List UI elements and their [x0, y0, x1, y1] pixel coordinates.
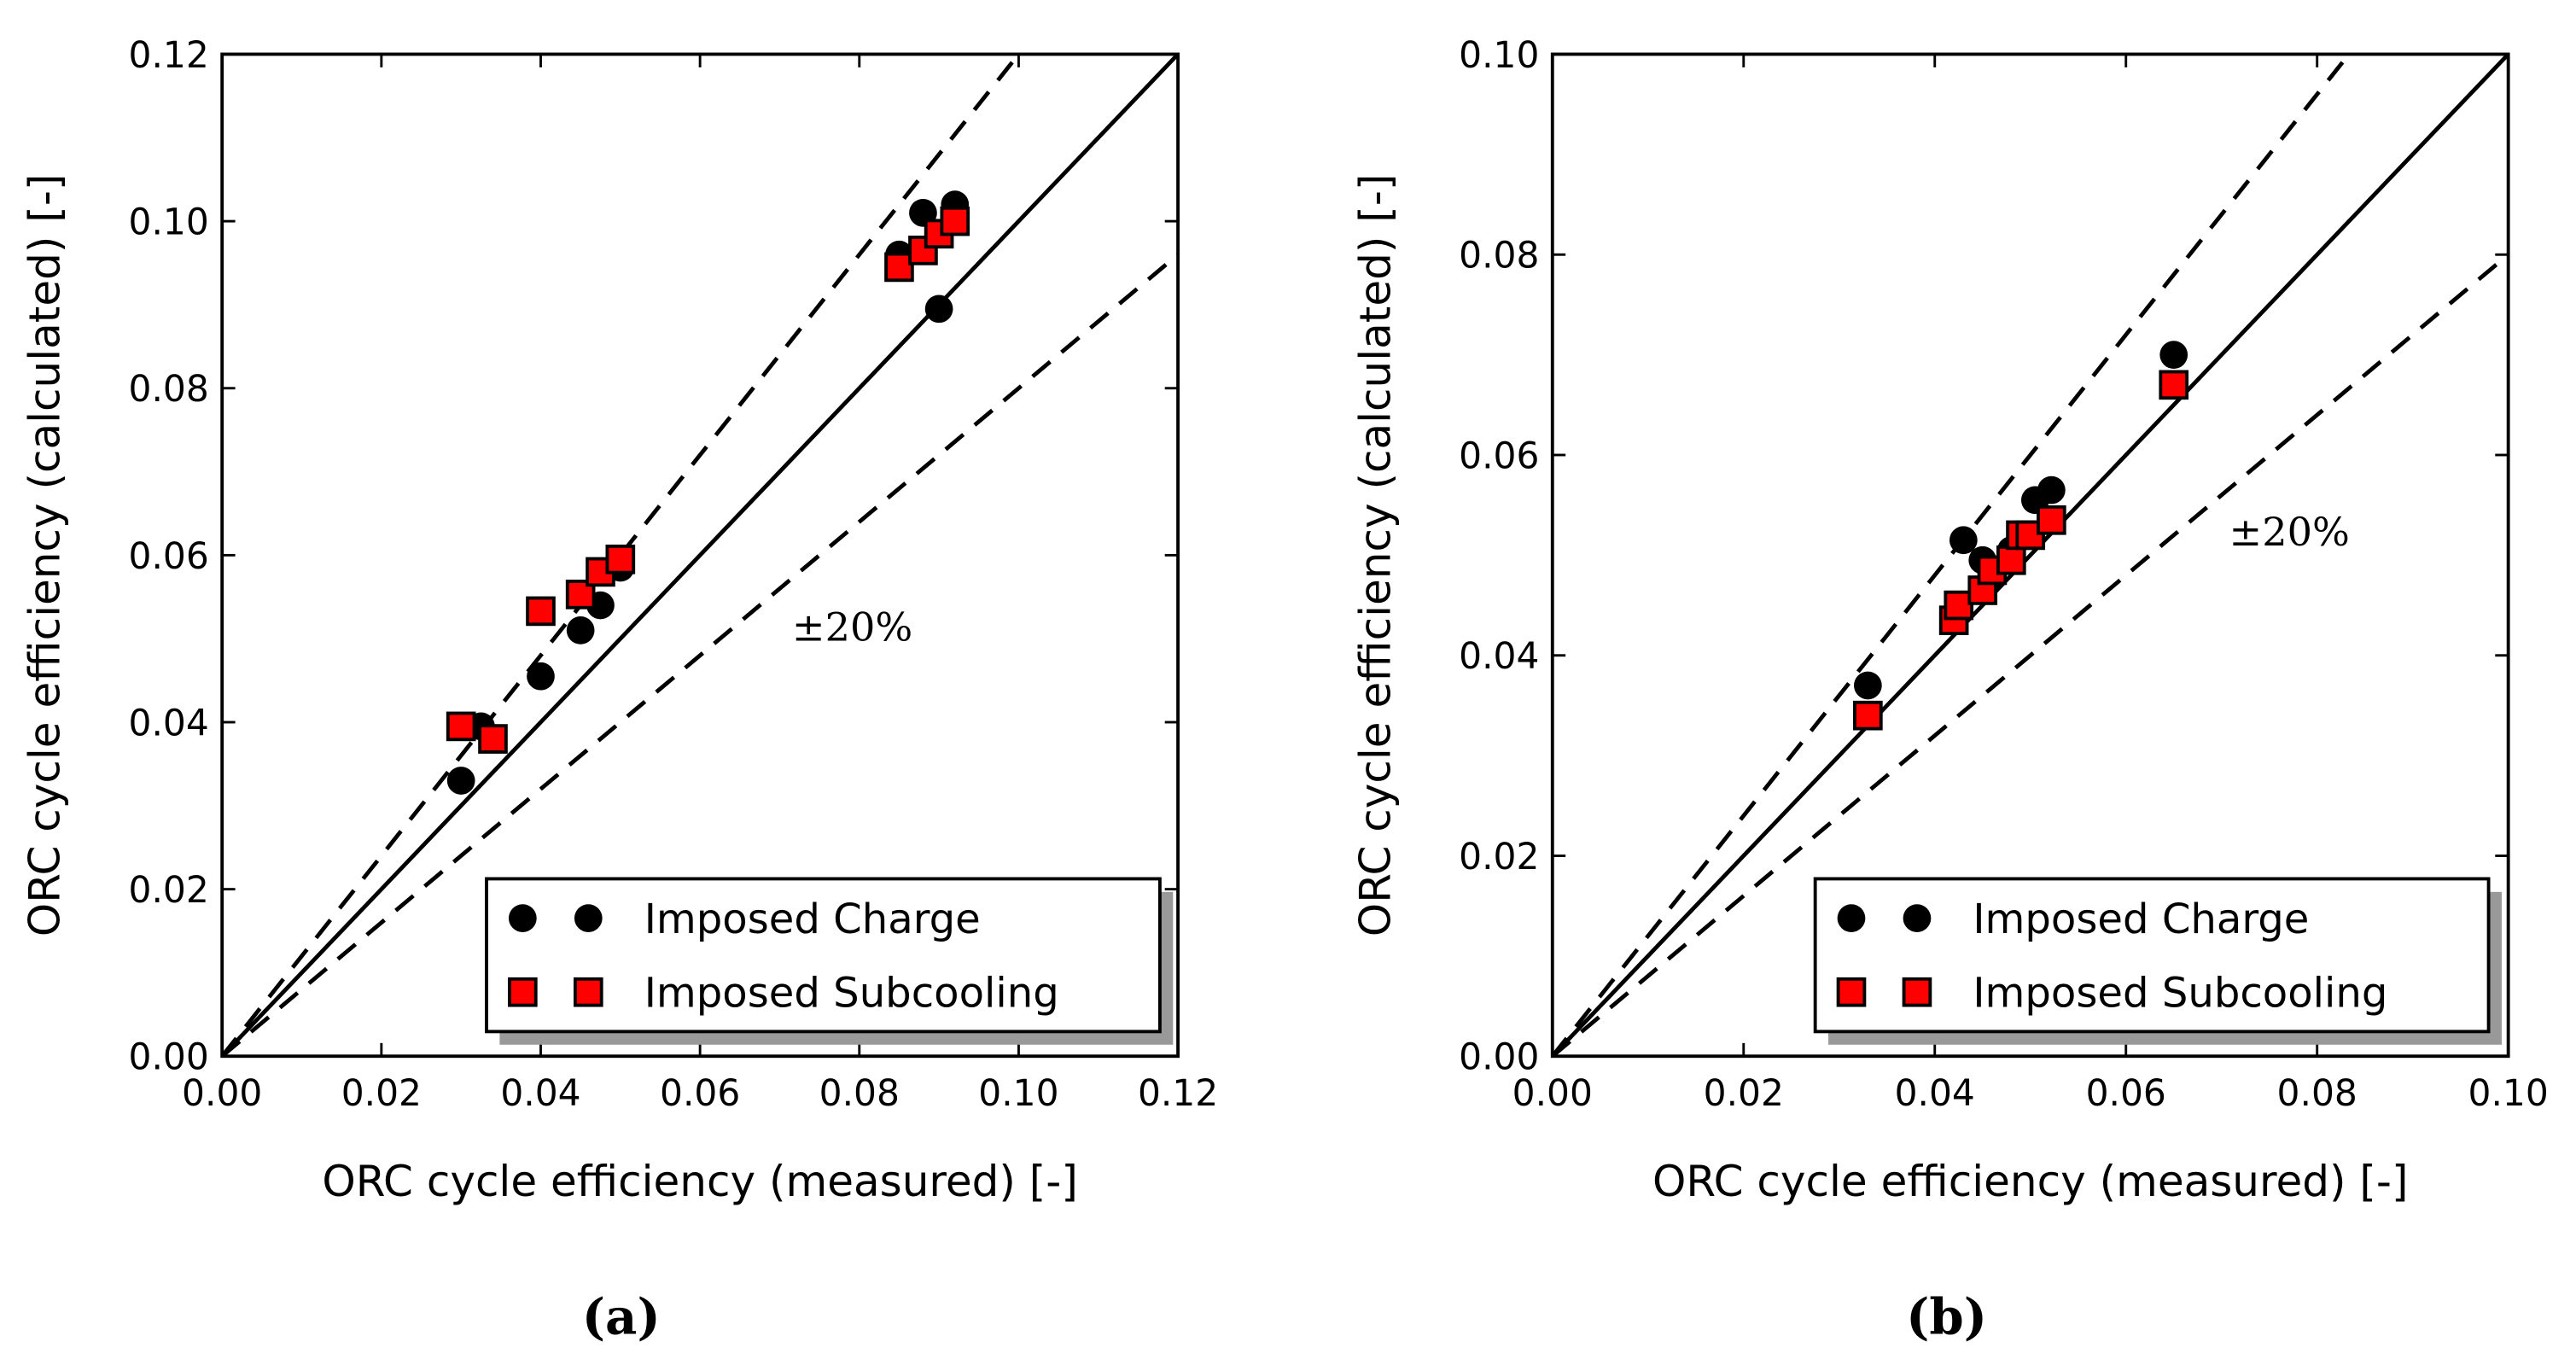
reference-lines	[222, 54, 1179, 1057]
legend-marker-circle	[1903, 904, 1932, 932]
plot-frame	[220, 52, 1180, 1059]
y-tick-label: 0.02	[1459, 836, 1539, 878]
point-imposed-subcooling	[1996, 545, 2026, 575]
x-tick-label: 0.04	[1895, 1072, 1975, 1114]
x-tick-label: 0.08	[819, 1072, 900, 1114]
legend-label: Imposed Charge	[644, 895, 981, 943]
y-tick-label: 0.12	[129, 34, 209, 76]
y-tick-label: 0.10	[1459, 34, 1539, 76]
point-imposed-subcooling	[1944, 590, 1974, 621]
plot-frame	[1550, 52, 2510, 1059]
x-tick-label: 0.02	[341, 1072, 422, 1114]
panel-b: ORC cycle efficiency (measured) [-] ORC …	[1350, 34, 2549, 1346]
x-tick-label: 0.10	[2468, 1072, 2549, 1114]
panel-label: (b)	[1906, 1287, 1987, 1345]
point-imposed-subcooling	[446, 711, 476, 742]
legend-label: Imposed Subcooling	[1973, 970, 2387, 1018]
point-imposed-charge	[527, 662, 555, 691]
legend-marker-square	[508, 977, 538, 1007]
tolerance-line	[222, 253, 1179, 1057]
point-imposed-charge	[2159, 341, 2188, 369]
y-tick-label: 0.04	[129, 702, 209, 744]
panel-label: (a)	[582, 1287, 661, 1345]
legend-label: Imposed Subcooling	[644, 970, 1059, 1018]
y-tick-label: 0.10	[129, 201, 209, 243]
legend-label: Imposed Charge	[1973, 895, 2309, 943]
panel-a: ORC cycle efficiency (measured) [-] ORC …	[20, 34, 1218, 1346]
x-tick-label: 0.02	[1704, 1072, 1784, 1114]
x-tick-label: 0.00	[182, 1072, 262, 1114]
x-tick-label: 0.10	[978, 1072, 1058, 1114]
point-imposed-subcooling	[2159, 370, 2189, 400]
x-tick-label: 0.08	[2277, 1072, 2357, 1114]
point-imposed-subcooling	[2037, 505, 2066, 535]
identity-line	[1552, 54, 2509, 1057]
x-tick-label: 0.06	[660, 1072, 740, 1114]
x-tick-label: 0.00	[1512, 1072, 1593, 1114]
point-imposed-subcooling	[884, 252, 914, 283]
legend-marker-circle	[574, 904, 603, 932]
point-imposed-subcooling	[565, 580, 596, 610]
point-imposed-subcooling	[605, 544, 636, 575]
tolerance-annotation: ±20%	[2229, 509, 2350, 555]
point-imposed-subcooling	[940, 206, 970, 236]
legend-marker-square	[1836, 977, 1867, 1007]
legend: Imposed Charge Imposed Subcooling	[1813, 877, 2502, 1045]
point-imposed-subcooling	[1853, 700, 1883, 731]
legend-marker-square	[573, 977, 603, 1007]
y-tick-label: 0.08	[1459, 235, 1539, 277]
point-imposed-charge	[924, 295, 953, 324]
legend-marker-square	[1902, 977, 1932, 1007]
y-axis-label: ORC cycle efficiency (calculated) [-]	[1350, 174, 1400, 937]
y-tick-label: 0.08	[129, 368, 209, 410]
tolerance-annotation: ±20%	[792, 604, 912, 650]
y-tick-label: 0.02	[129, 869, 209, 911]
identity-line	[222, 54, 1179, 1057]
data-points	[446, 190, 970, 795]
tolerance-line	[1552, 253, 2509, 1057]
y-tick-label: 0.06	[1459, 435, 1539, 476]
legend-box	[1813, 877, 2491, 1034]
point-imposed-charge	[446, 767, 475, 795]
tolerance-line	[1552, 54, 2352, 1057]
x-axis-label: ORC cycle efficiency (measured) [-]	[1652, 1157, 2408, 1206]
point-imposed-charge	[566, 616, 595, 645]
legend-marker-circle	[508, 904, 537, 932]
legend-marker-circle	[1837, 904, 1866, 932]
y-tick-label: 0.04	[1459, 635, 1539, 677]
point-imposed-charge	[2037, 475, 2066, 505]
x-tick-label: 0.06	[2086, 1072, 2166, 1114]
point-imposed-charge	[1949, 526, 1978, 555]
point-imposed-subcooling	[526, 596, 556, 627]
legend: Imposed Charge Imposed Subcooling	[485, 877, 1174, 1045]
y-tick-label: 0.00	[129, 1036, 209, 1078]
data-points	[1853, 341, 2189, 731]
x-tick-label: 0.12	[1138, 1072, 1218, 1114]
y-tick-label: 0.06	[129, 535, 209, 577]
point-imposed-charge	[1853, 671, 1882, 700]
x-tick-label: 0.04	[500, 1072, 580, 1114]
x-axis-label: ORC cycle efficiency (measured) [-]	[322, 1157, 1077, 1206]
y-tick-label: 0.00	[1459, 1036, 1539, 1078]
point-imposed-subcooling	[478, 724, 508, 754]
y-axis-label: ORC cycle efficiency (calculated) [-]	[20, 174, 70, 937]
reference-lines	[1552, 54, 2509, 1057]
tolerance-line	[222, 54, 1022, 1057]
